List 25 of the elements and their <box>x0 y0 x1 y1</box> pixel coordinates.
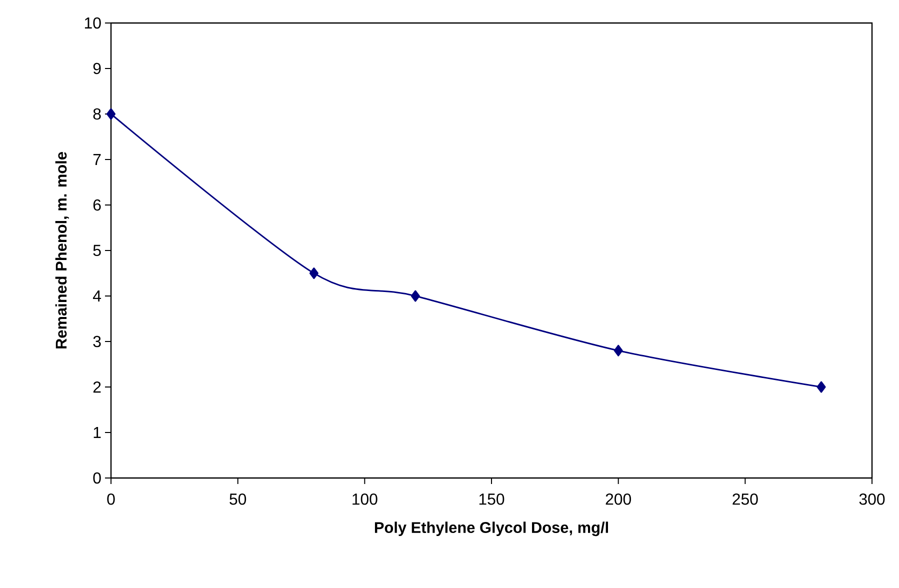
y-tick-label: 0 <box>93 472 101 484</box>
x-tick-label: 50 <box>230 494 246 505</box>
x-tick-label: 250 <box>732 494 758 505</box>
x-tick-label: 100 <box>352 494 378 505</box>
x-tick-label: 200 <box>606 494 631 505</box>
y-tick-label: 7 <box>93 154 101 165</box>
y-tick-label: 10 <box>84 17 101 29</box>
x-tick-label: 150 <box>479 494 504 505</box>
y-tick-label: 8 <box>93 108 101 120</box>
y-axis-title: Remained Phenol, m. mole <box>55 152 69 348</box>
point <box>309 267 318 279</box>
point <box>816 381 826 393</box>
y-tick-label: 4 <box>92 290 102 302</box>
point <box>614 344 623 356</box>
y-tick-label: 3 <box>93 336 101 348</box>
y-tick-label: 2 <box>93 381 101 393</box>
x-tick-label: 300 <box>859 494 885 505</box>
y-tick-label: 1 <box>94 427 101 438</box>
y-tick-label: 9 <box>93 62 101 74</box>
point <box>106 108 116 120</box>
point <box>410 290 420 302</box>
x-tick-label: 0 <box>107 494 115 505</box>
y-tick-label: 6 <box>93 199 101 211</box>
x-axis-title: Poly Ethylene Glycol Dose, mg/l <box>374 522 608 536</box>
y-tick-label: 5 <box>93 244 101 256</box>
